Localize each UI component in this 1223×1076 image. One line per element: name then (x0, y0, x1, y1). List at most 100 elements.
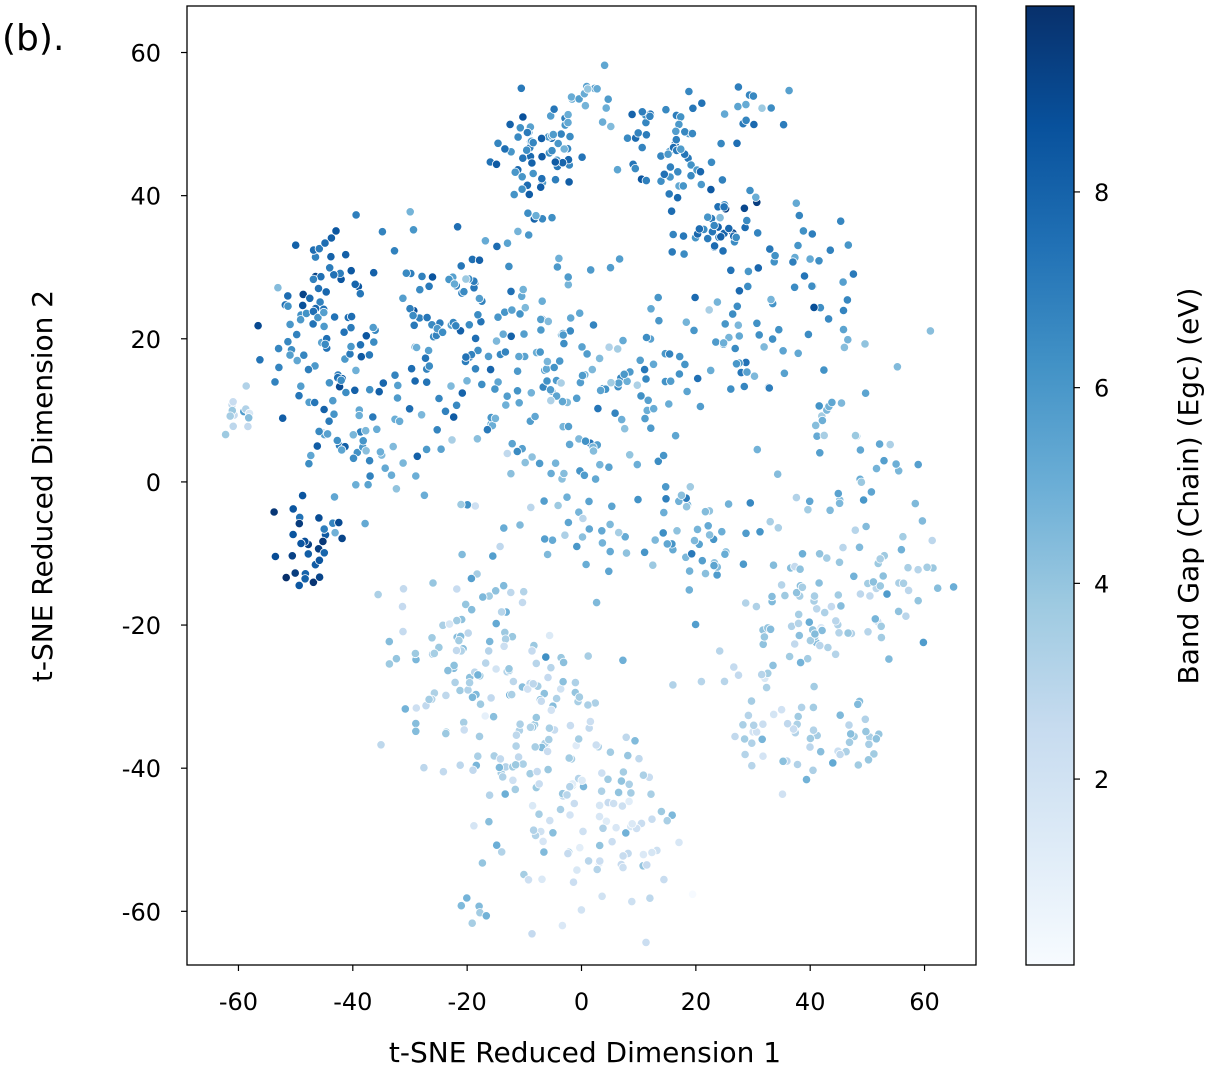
scatter-point (375, 447, 385, 457)
scatter-point (612, 165, 623, 175)
scatter-point (408, 225, 419, 235)
scatter-point (792, 759, 803, 770)
scatter-point (580, 436, 591, 446)
scatter-point (805, 496, 815, 506)
scatter-point (587, 364, 597, 375)
scatter-point (662, 539, 672, 549)
scatter-point (743, 281, 753, 291)
scatter-point (809, 681, 819, 692)
scatter-point (475, 699, 486, 709)
scatter-point (687, 129, 698, 139)
scatter-point (422, 377, 432, 387)
scatter-point (743, 710, 754, 721)
scatter-point (355, 289, 365, 299)
scatter-point (464, 678, 475, 688)
scatter-point (693, 373, 703, 384)
scatter-point (885, 439, 895, 450)
scatter-point (461, 352, 471, 362)
scatter-point (594, 800, 605, 811)
scatter-point (422, 312, 432, 323)
scatter-point (922, 562, 932, 572)
scatter-point (530, 742, 540, 752)
scatter-point (443, 665, 453, 676)
scatter-point (337, 445, 347, 455)
scatter-point (704, 305, 714, 315)
scatter-point (491, 336, 502, 346)
scatter-point (814, 578, 824, 588)
scatter-point (507, 439, 517, 449)
scatter-point (598, 823, 608, 833)
scatter-point (758, 639, 768, 649)
scatter-point (594, 353, 605, 363)
scatter-point (788, 724, 799, 734)
scatter-point (531, 211, 541, 221)
scatter-point (337, 533, 347, 544)
scatter-point (746, 696, 757, 706)
scatter-point (733, 670, 744, 680)
scatter-point (773, 469, 783, 479)
scatter-point (791, 588, 802, 598)
scatter-point (687, 889, 698, 899)
scatter-point (398, 626, 408, 637)
scatter-point (827, 397, 837, 407)
scatter-point (304, 459, 314, 469)
scatter-point (326, 233, 336, 243)
scatter-point (882, 589, 892, 599)
scatter-point (534, 458, 545, 468)
scatter-point (469, 821, 479, 831)
scatter-point (320, 339, 330, 349)
scatter-point (812, 604, 822, 614)
scatter-point (738, 720, 748, 730)
x-tick-label: 0 (574, 988, 589, 1016)
scatter-point (473, 310, 483, 320)
scatter-point (779, 368, 790, 378)
x-tick-label: 20 (681, 988, 712, 1016)
scatter-point (270, 377, 280, 387)
scatter-point (450, 677, 460, 688)
scatter-point (603, 94, 613, 104)
scatter-point (566, 92, 577, 102)
scatter-point (563, 848, 573, 859)
scatter-point (690, 619, 701, 630)
scatter-point (835, 749, 845, 760)
scatter-point (674, 837, 684, 848)
scatter-point (351, 365, 361, 375)
scatter-point (221, 429, 231, 440)
scatter-point (506, 587, 516, 598)
scatter-point (795, 564, 805, 574)
scatter-point (507, 305, 517, 315)
scatter-point (870, 614, 880, 624)
scatter-point (791, 198, 801, 208)
scatter-point (697, 556, 707, 566)
scatter-point (474, 731, 485, 742)
scatter-point (805, 254, 815, 264)
scatter-point (794, 609, 804, 620)
scatter-point (517, 597, 528, 608)
scatter-point (559, 144, 569, 154)
scatter-point (621, 548, 632, 558)
scatter-point (743, 266, 754, 276)
scatter-point (288, 529, 298, 540)
scatter-point (606, 378, 616, 388)
scatter-point (613, 787, 624, 798)
scatter-point (709, 220, 719, 231)
scatter-point (432, 425, 442, 435)
scatter-point (793, 240, 803, 251)
scatter-point (558, 330, 568, 340)
scatter-point (757, 734, 767, 744)
scatter-point (290, 568, 300, 578)
scatter-point (555, 356, 565, 366)
scatter-point (351, 210, 361, 220)
scatter-point (729, 662, 739, 672)
scatter-point (480, 711, 490, 721)
scatter-point (689, 325, 699, 335)
scatter-point (506, 286, 516, 296)
scatter-point (638, 849, 649, 860)
scatter-point (542, 549, 553, 560)
scatter-point (913, 565, 923, 575)
scatter-point (761, 682, 772, 693)
scatter-point (374, 387, 384, 397)
scatter-point (523, 208, 533, 218)
scatter-point (588, 320, 599, 330)
